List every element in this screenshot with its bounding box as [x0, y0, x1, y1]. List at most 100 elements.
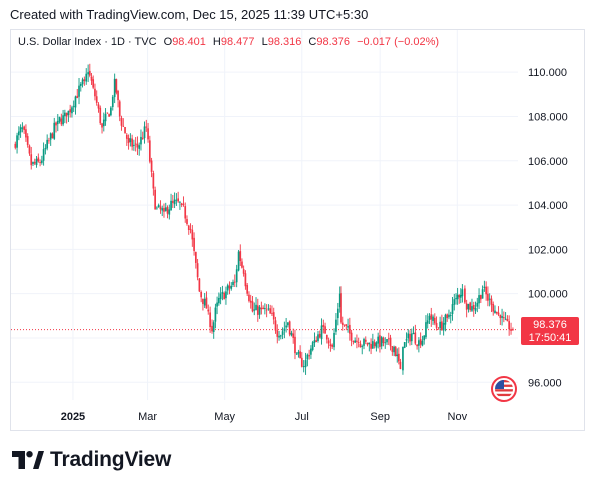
candle-body [117, 91, 119, 101]
candle-body [285, 325, 287, 328]
ohlc-legend: U.S. Dollar Index · 1D · TVC O98.401 H98… [18, 36, 439, 48]
candle-body [97, 104, 100, 109]
candle-body [94, 88, 96, 97]
candle-body [241, 261, 243, 268]
candle-body [410, 333, 413, 342]
candle-body [487, 293, 489, 301]
candle-body [131, 138, 133, 147]
candle-body [317, 334, 319, 341]
candle-body [350, 332, 353, 341]
candle-body [444, 314, 447, 325]
candle-body [467, 304, 470, 310]
symbol-title[interactable]: U.S. Dollar Index · 1D · TVC [18, 36, 157, 48]
candle-body [394, 346, 397, 357]
candle-body [278, 335, 280, 338]
price-tag-price: 98.376 [533, 319, 567, 331]
candle-body [439, 321, 441, 329]
candle-body [200, 291, 203, 298]
candle-body [136, 143, 139, 148]
candle-body [76, 95, 79, 98]
candle-body [451, 304, 454, 315]
candle-body [414, 332, 417, 344]
candle-body [189, 228, 192, 230]
candle-body [494, 310, 496, 314]
candle-body [271, 313, 273, 314]
candle-body [246, 285, 249, 294]
candle-body [163, 208, 165, 212]
candle-body [179, 201, 181, 203]
candle-body [140, 136, 142, 145]
candle-body [396, 354, 399, 357]
candle-body [386, 339, 388, 343]
candle-body [211, 325, 213, 332]
candle-body [343, 324, 346, 326]
candle-body [108, 114, 110, 117]
price-axis-label: 108.000 [528, 111, 568, 123]
candle-body [56, 120, 59, 125]
open-value: 98.401 [172, 36, 206, 48]
us-flag-icon[interactable] [491, 376, 517, 402]
candle-body [28, 145, 31, 154]
tradingview-logo[interactable]: TradingView [12, 448, 171, 472]
candle-body [389, 337, 392, 347]
candle-body [287, 322, 289, 326]
candle-body [48, 140, 50, 142]
price-tag-countdown: 17:50:41 [529, 332, 572, 344]
candle-body [453, 299, 456, 305]
candle-body [157, 204, 160, 207]
candle-body [318, 333, 321, 338]
candle-body [329, 344, 332, 346]
candle-body [402, 346, 404, 371]
time-axis-label: Jul [295, 411, 309, 423]
candle-body [265, 309, 268, 311]
candle-body [348, 324, 351, 334]
candle-body [269, 308, 272, 314]
candle-body [21, 127, 24, 129]
candle-body [83, 79, 86, 82]
candle-body [357, 342, 360, 343]
candle-body [133, 144, 135, 146]
candle-body [276, 330, 279, 337]
candle-body [469, 302, 472, 311]
candle-body [333, 332, 335, 348]
candle-body [288, 321, 291, 335]
candle-body [134, 143, 137, 145]
chart-panel[interactable] [10, 29, 585, 431]
candle-body [267, 308, 270, 310]
time-axis[interactable]: 2025 Mar May Jul Sep Nov [61, 411, 468, 423]
candle-body [203, 298, 206, 306]
candle-body [187, 225, 190, 230]
candle-body [304, 360, 307, 368]
candle-body [391, 346, 394, 352]
candle-body [58, 116, 61, 122]
candle-body [177, 198, 179, 202]
candle-body [191, 229, 194, 240]
candle-body [485, 286, 487, 295]
candle-body [161, 208, 164, 211]
candle-body [384, 342, 387, 344]
candle-body [359, 343, 362, 348]
candle-body [327, 340, 330, 344]
candle-body [260, 307, 263, 310]
candle-body [194, 252, 197, 263]
candle-body [508, 321, 510, 330]
candle-body [294, 336, 296, 354]
candle-body [129, 138, 132, 143]
candle-body [71, 107, 73, 114]
candle-body [251, 301, 254, 312]
candle-body [300, 357, 303, 367]
candle-body [55, 122, 57, 126]
candle-body [299, 351, 301, 359]
price-tag-background [521, 317, 579, 345]
candle-body [446, 314, 449, 319]
candle-body [88, 70, 91, 76]
candle-body [32, 161, 34, 164]
candle-body [476, 302, 479, 307]
time-axis-label: 2025 [61, 411, 85, 423]
candle-body [225, 291, 227, 299]
candle-body [120, 117, 123, 126]
candle-body [72, 105, 75, 107]
tradingview-logo-icon [12, 451, 44, 469]
candle-body [154, 189, 156, 210]
